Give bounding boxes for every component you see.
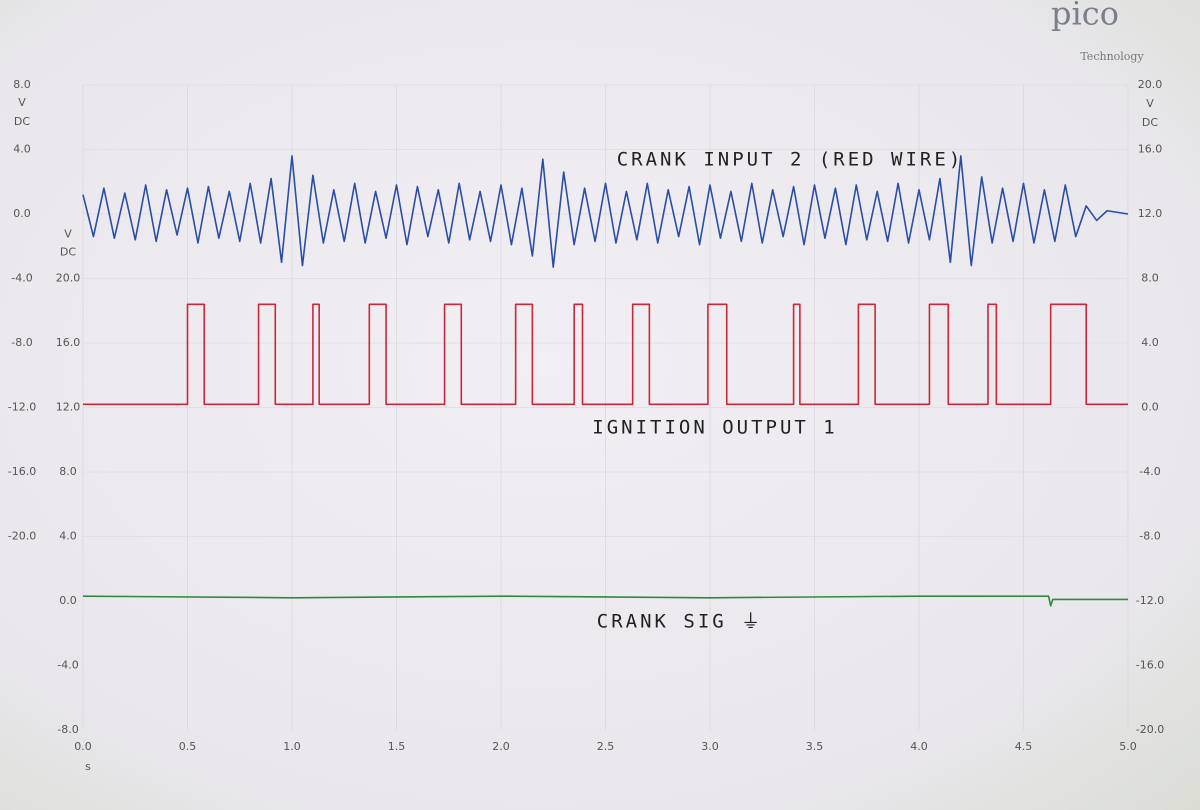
- y-tick-label: -20.0: [1136, 723, 1164, 736]
- x-tick-label: 1.0: [283, 740, 301, 753]
- y-tick-label: 8.0: [1141, 272, 1159, 285]
- y-tick-label: 16.0: [56, 336, 81, 349]
- annotation: CRANK SIG ⏚: [597, 611, 763, 633]
- trace: [83, 303, 1128, 406]
- y-tick-label: -12.0: [8, 401, 36, 414]
- y-tick-label: 4.0: [13, 143, 31, 156]
- annotation: CRANK INPUT 2 (RED WIRE): [617, 149, 964, 171]
- y-tick-label: -20.0: [8, 530, 36, 543]
- axis-coupling: DC: [60, 246, 76, 259]
- y-tick-label: -16.0: [8, 465, 36, 478]
- logo-tagline: Technology: [1080, 50, 1144, 63]
- annotation: IGNITION OUTPUT 1: [592, 417, 837, 439]
- x-tick-label: 4.5: [1015, 740, 1033, 753]
- x-tick-label: 5.0: [1119, 740, 1137, 753]
- y-tick-label: 4.0: [59, 530, 77, 543]
- y-tick-label: 20.0: [56, 272, 81, 285]
- y-tick-label: 0.0: [13, 207, 31, 220]
- x-tick-label: 0.5: [179, 740, 197, 753]
- y-tick-label: 12.0: [56, 401, 81, 414]
- axis-coupling: DC: [14, 115, 30, 128]
- y-tick-label: -4.0: [1139, 465, 1160, 478]
- y-tick-label: 8.0: [13, 78, 31, 91]
- y-tick-label: -8.0: [57, 723, 78, 736]
- y-tick-label: 0.0: [1141, 401, 1159, 414]
- trace: [82, 155, 1129, 269]
- x-tick-label: 2.5: [597, 740, 615, 753]
- logo: pico: [1051, 0, 1119, 33]
- y-tick-label: -16.0: [1136, 659, 1164, 672]
- axis-unit: V: [18, 96, 26, 109]
- y-tick-label: 4.0: [1141, 336, 1159, 349]
- y-tick-label: 0.0: [59, 594, 77, 607]
- y-tick-label: 16.0: [1138, 143, 1163, 156]
- y-tick-label: 20.0: [1138, 78, 1163, 91]
- x-tick-label: 3.0: [701, 740, 719, 753]
- axis-unit: V: [64, 228, 72, 241]
- y-tick-label: -4.0: [57, 659, 78, 672]
- x-tick-label: 3.5: [806, 740, 824, 753]
- x-tick-label: 4.0: [910, 740, 928, 753]
- y-tick-label: 8.0: [59, 465, 77, 478]
- x-axis-label: s: [85, 760, 91, 773]
- x-tick-label: 0.0: [74, 740, 92, 753]
- axis-coupling: DC: [1142, 116, 1158, 129]
- x-tick-label: 1.5: [388, 740, 406, 753]
- axis-unit: V: [1146, 97, 1154, 110]
- x-tick-label: 2.0: [492, 740, 510, 753]
- y-tick-label: -8.0: [11, 336, 32, 349]
- y-tick-label: 12.0: [1138, 207, 1163, 220]
- y-tick-label: -4.0: [11, 272, 32, 285]
- trace: [82, 595, 1128, 607]
- y-tick-label: -12.0: [1136, 594, 1164, 607]
- y-tick-label: -8.0: [1139, 530, 1160, 543]
